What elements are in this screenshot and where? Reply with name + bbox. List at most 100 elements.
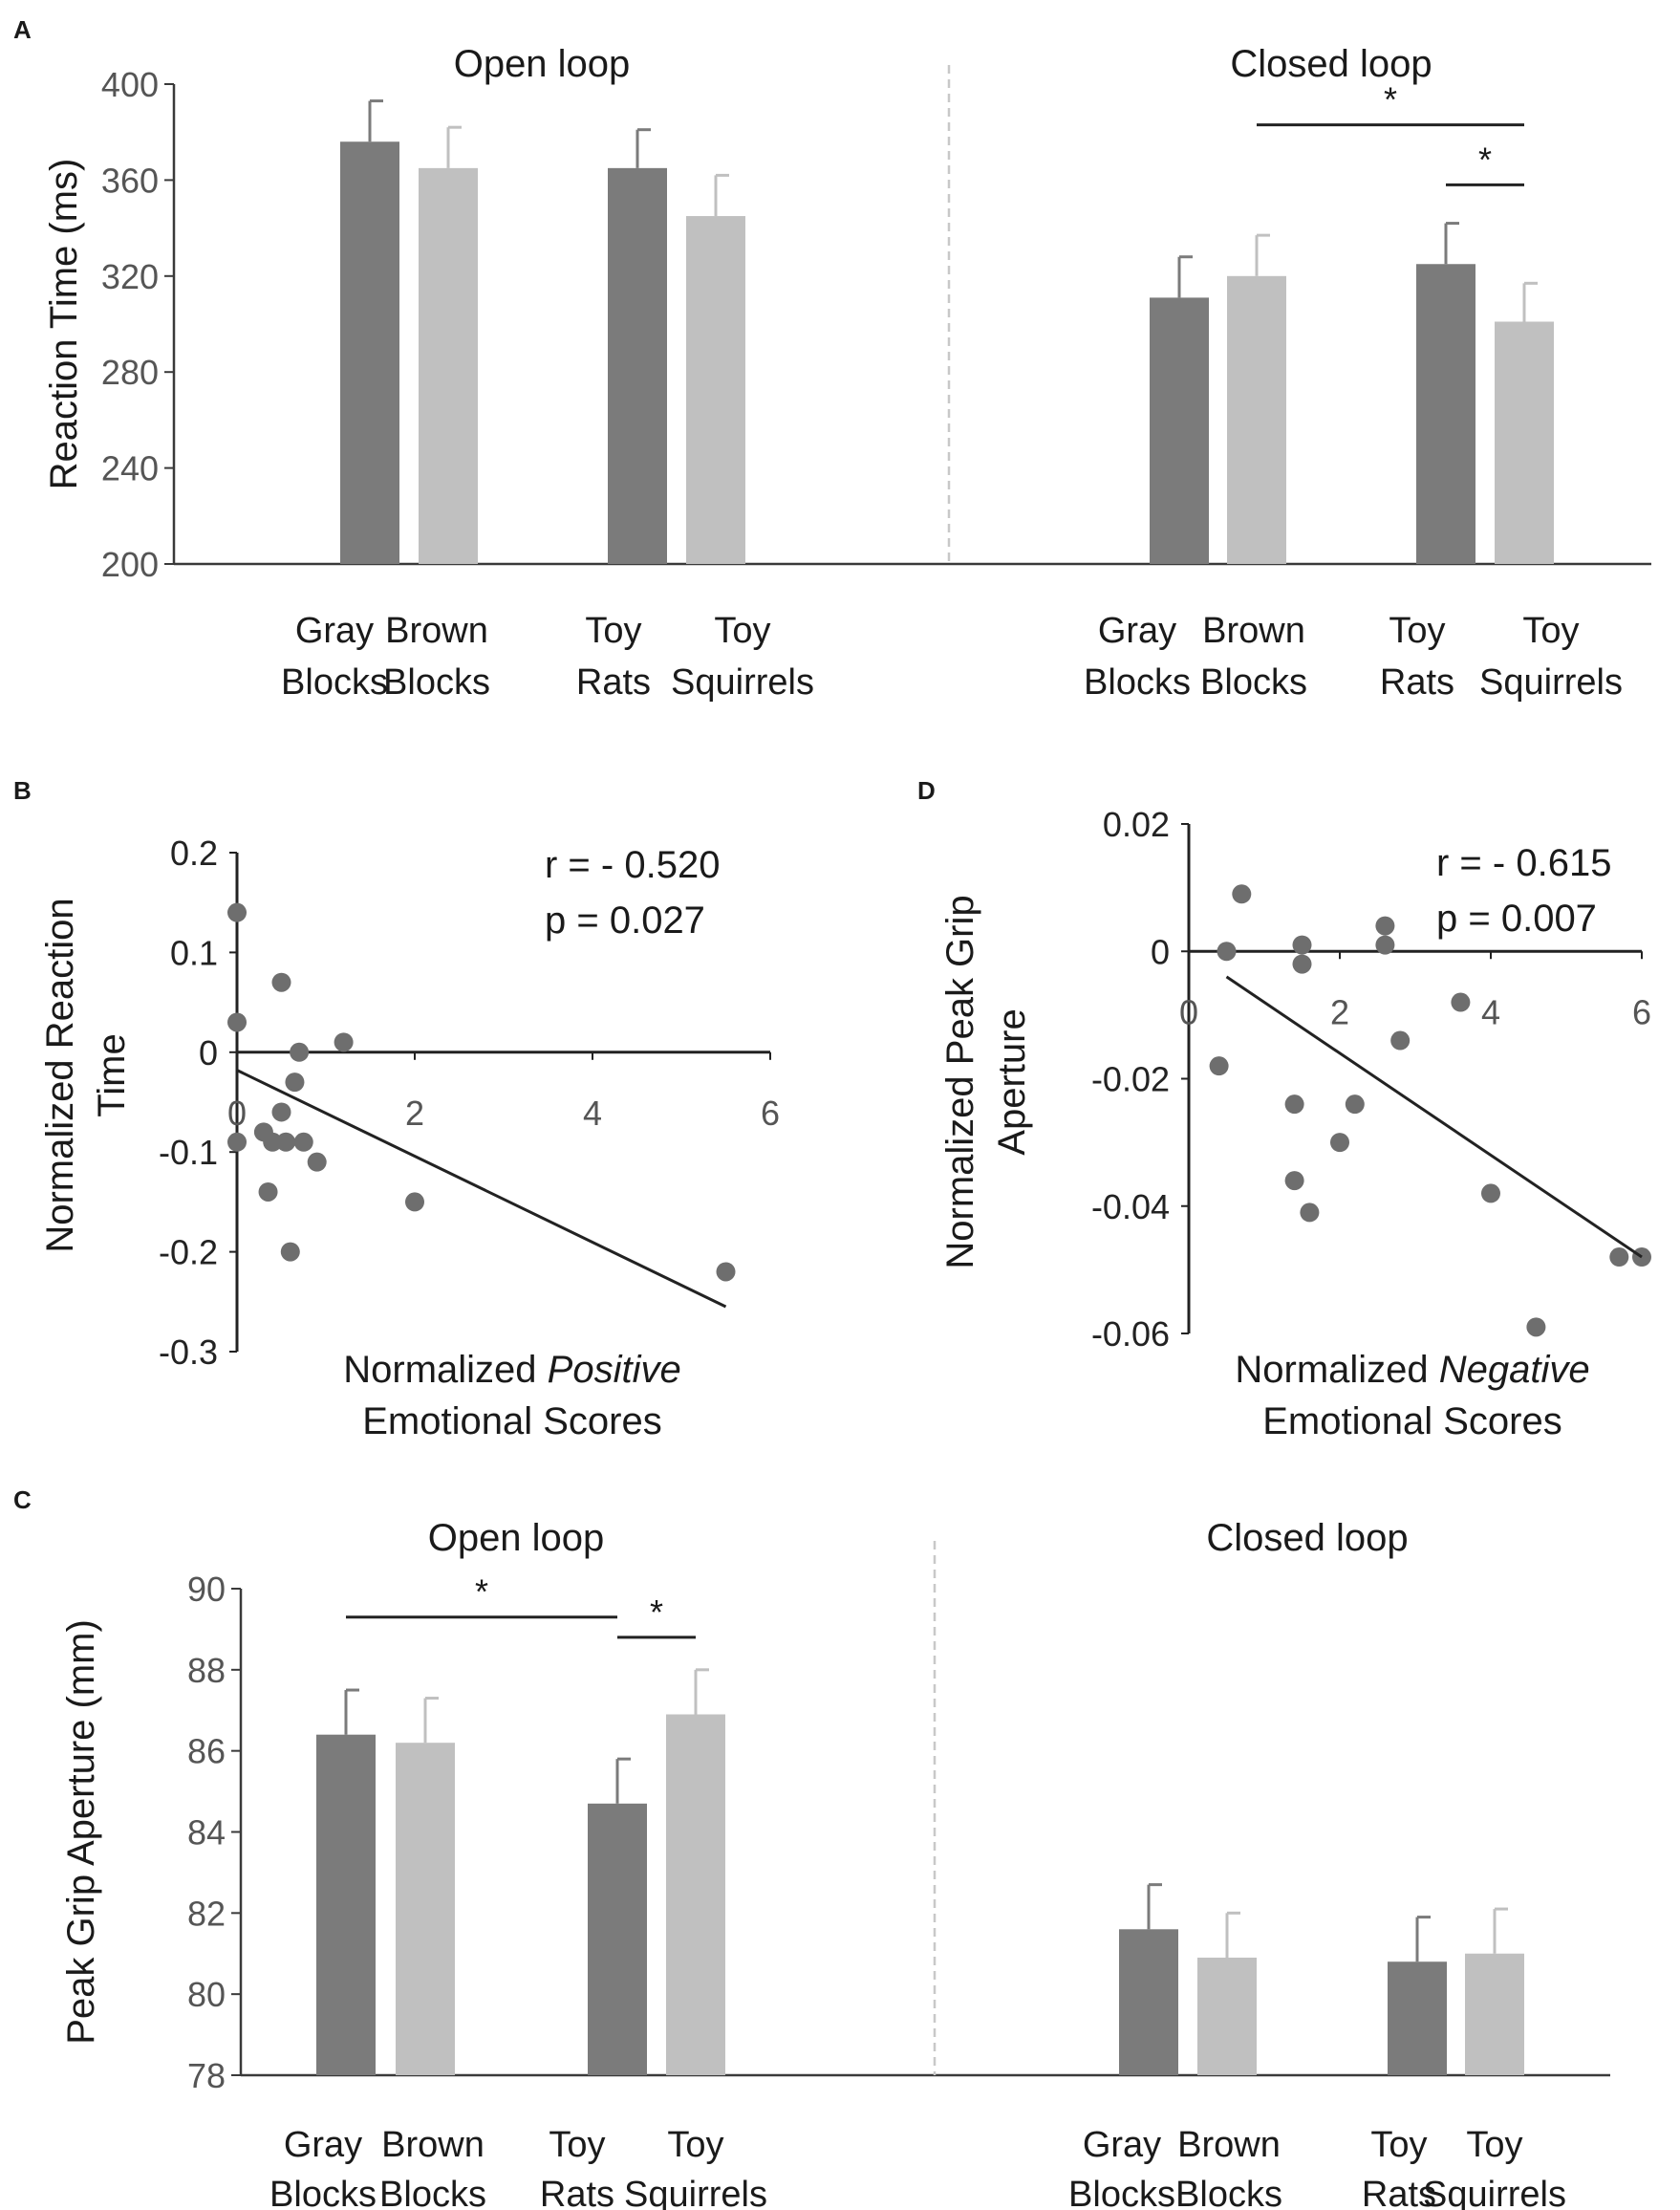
y-tick-label: 320 <box>101 257 159 296</box>
x-axis-title-emphasis: Positive <box>548 1349 681 1391</box>
data-point <box>276 1132 296 1152</box>
regression-line <box>236 1069 727 1309</box>
category-label: Squirrels <box>1423 2175 1566 2210</box>
data-point <box>1375 916 1395 936</box>
data-point <box>1526 1317 1546 1337</box>
data-point <box>1300 1202 1320 1223</box>
category-label: Toy <box>714 611 770 651</box>
x-tick-label: 0 <box>227 1094 247 1133</box>
group-title: Closed loop <box>1206 1517 1408 1559</box>
correlation-p: p = 0.007 <box>1436 898 1597 940</box>
category-label: Toy <box>1522 611 1579 651</box>
category-label: Brown <box>1177 2125 1281 2165</box>
x-tick-label: 6 <box>1632 992 1651 1031</box>
data-point <box>1232 884 1252 904</box>
category-label: Blocks <box>1200 662 1307 703</box>
y-tick-label: 0 <box>199 1033 218 1072</box>
significance-marker: * <box>1384 80 1397 119</box>
x-axis-title-line2: Emotional Scores <box>362 1400 661 1442</box>
y-tick-label: 82 <box>187 1894 226 1933</box>
data-point <box>405 1192 424 1212</box>
data-point <box>227 902 247 922</box>
category-label: Blocks <box>1175 2175 1282 2210</box>
group-title: Closed loop <box>1230 43 1432 85</box>
x-axis-title-line1: Normalized Positive <box>343 1349 680 1391</box>
bar <box>316 1734 376 2075</box>
bar <box>1150 297 1209 564</box>
category-label: Rats <box>1362 2175 1436 2210</box>
y-tick-label: -0.1 <box>159 1133 218 1172</box>
category-label: Toy <box>1370 2125 1427 2165</box>
data-point <box>1209 1056 1229 1076</box>
category-label: Blocks <box>383 662 490 703</box>
panel-a-reaction-time-chart: 400 360 320 280 240 200 Reaction Time (ms) Open… <box>43 43 1651 703</box>
x-axis-title-prefix: Normalized <box>1235 1349 1438 1391</box>
y-axis-title: Peak Grip Aperture (mm) <box>60 1619 102 2045</box>
correlation-p: p = 0.027 <box>545 899 705 942</box>
bar <box>608 167 667 564</box>
data-point <box>293 1132 313 1152</box>
category-label: Gray <box>1083 2125 1161 2165</box>
data-point <box>1292 935 1312 955</box>
y-tick-label: 80 <box>187 1975 226 2014</box>
y-axis-title: Reaction Time (ms) <box>43 159 85 490</box>
category-label: Blocks <box>281 662 388 703</box>
bar <box>1465 1953 1524 2075</box>
y-tick-label: -0.06 <box>1091 1314 1170 1354</box>
x-tick-label: 6 <box>761 1094 780 1133</box>
x-tick-label: 2 <box>405 1094 424 1133</box>
category-label: Brown <box>1202 611 1305 651</box>
panel-label-c: C <box>13 1485 32 1514</box>
category-label: Gray <box>284 2125 362 2165</box>
bar <box>1119 1929 1178 2075</box>
y-tick-label: 280 <box>101 353 159 392</box>
bar <box>340 141 399 565</box>
y-axis-title-line2: Time <box>91 1033 133 1116</box>
data-point <box>1217 942 1237 962</box>
data-point <box>285 1072 305 1093</box>
bar <box>419 167 478 564</box>
category-label: Squirrels <box>624 2175 767 2210</box>
data-point <box>334 1032 354 1052</box>
category-label: Gray <box>1098 611 1176 651</box>
data-point <box>280 1242 300 1262</box>
category-label: Blocks <box>1068 2175 1175 2210</box>
category-label: Squirrels <box>671 662 814 703</box>
y-tick-label: 84 <box>187 1813 226 1852</box>
data-point <box>290 1042 310 1062</box>
y-tick-label: 0.1 <box>170 933 218 972</box>
bar <box>396 1743 455 2075</box>
x-tick-label: 2 <box>1330 992 1349 1031</box>
y-tick-label: 0 <box>1151 932 1170 971</box>
y-tick-label: 86 <box>187 1732 226 1771</box>
y-tick-label: -0.04 <box>1091 1187 1170 1226</box>
y-tick-label: 240 <box>101 449 159 488</box>
panel-c-grip-aperture-chart: 90 88 86 84 82 80 78 Peak Grip Aperture (mm) Ope… <box>60 1517 1610 2210</box>
data-point <box>258 1181 278 1202</box>
category-label: Blocks <box>269 2175 377 2210</box>
y-axis-title-line2: Aperture <box>991 1008 1033 1155</box>
bar <box>588 1803 647 2075</box>
data-point <box>307 1152 327 1172</box>
bar <box>1495 321 1554 564</box>
category-label: Blocks <box>1084 662 1191 703</box>
data-point <box>1375 935 1395 955</box>
data-point <box>263 1132 283 1152</box>
y-tick-label: 360 <box>101 161 159 200</box>
category-label: Toy <box>1389 611 1445 651</box>
correlation-r: r = - 0.520 <box>545 844 720 886</box>
significance-marker: * <box>1478 140 1492 179</box>
y-axis-title-line1: Normalized Reaction <box>39 898 81 1252</box>
x-tick-label: 4 <box>1481 992 1500 1031</box>
bar <box>1197 1957 1257 2075</box>
y-axis-title-line1: Normalized Peak Grip <box>939 895 981 1268</box>
data-point <box>1609 1247 1629 1268</box>
y-tick-label: -0.2 <box>159 1233 218 1272</box>
category-label: Brown <box>385 611 488 651</box>
data-point <box>1284 1094 1304 1115</box>
x-tick-label: 0 <box>1179 992 1198 1031</box>
bar <box>666 1714 725 2075</box>
category-label: Toy <box>549 2125 605 2165</box>
